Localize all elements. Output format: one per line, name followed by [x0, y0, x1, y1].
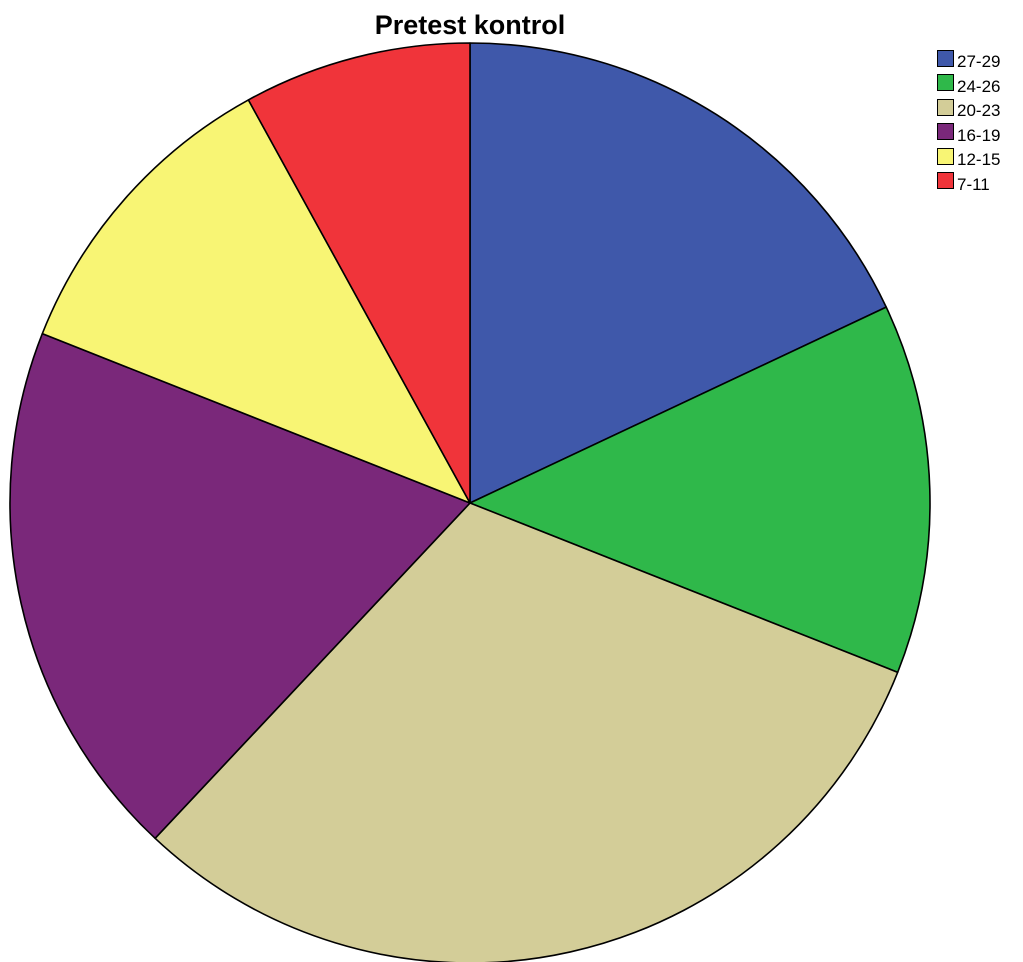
legend-swatch — [937, 74, 954, 92]
legend-label: 20-23 — [957, 101, 1001, 121]
legend-label: 16-19 — [957, 125, 1001, 145]
legend-label: 7-11 — [957, 174, 990, 194]
chart-title: Pretest kontrol — [374, 10, 566, 40]
legend-label: 27-29 — [957, 52, 1001, 72]
legend-swatch — [937, 147, 954, 165]
legend-swatch — [937, 172, 954, 190]
legend: 27-29 24-26 20-23 16-19 12-15 7-11 — [937, 46, 1000, 193]
pie-slice-7-11 — [247, 42, 471, 504]
legend-swatch — [937, 123, 954, 141]
pie-slice-20-23 — [154, 502, 899, 962]
legend-label: 12-15 — [957, 150, 1001, 170]
legend-item-12-15: 12-15 — [937, 144, 1000, 169]
pie-slice-24-26 — [469, 306, 931, 674]
pie-slice-27-29 — [469, 42, 888, 504]
legend-item-27-29: 27-29 — [937, 46, 1000, 71]
legend-item-20-23: 20-23 — [937, 95, 1000, 120]
legend-swatch — [937, 49, 954, 67]
legend-label: 24-26 — [957, 76, 1001, 96]
pie-slice-16-19 — [9, 332, 471, 840]
legend-item-16-19: 16-19 — [937, 120, 1000, 145]
legend-item-24-26: 24-26 — [937, 71, 1000, 96]
legend-item-7-11: 7-11 — [937, 169, 1000, 194]
pie-slice-12-15 — [41, 99, 471, 504]
legend-swatch — [937, 98, 954, 116]
